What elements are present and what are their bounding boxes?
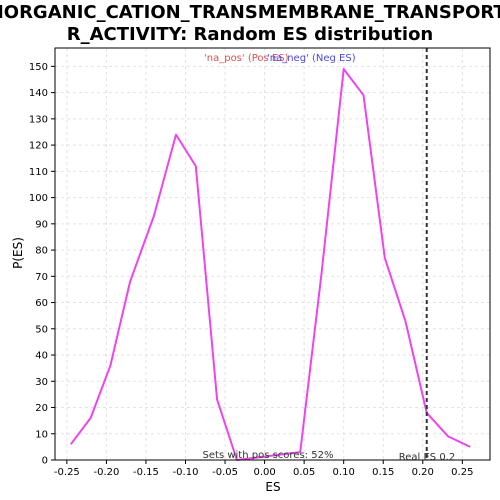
es-distribution-series-line	[70, 68, 471, 461]
plot-area	[54, 47, 491, 461]
y-tick-label: 100	[29, 193, 48, 204]
x-tick-label: -0.25	[54, 467, 80, 478]
x-tick-label: -0.20	[93, 467, 119, 478]
x-tick-label: 0.00	[253, 467, 275, 478]
y-tick-label: 50	[35, 324, 48, 335]
x-tick-label: -0.10	[173, 467, 199, 478]
pos-scores-footnote: Sets with pos scores: 52%	[203, 450, 334, 461]
legend-pos-es: 'na_pos' (Pos ES)	[204, 53, 289, 64]
y-tick-label: 0	[42, 456, 48, 467]
plot-border	[54, 47, 491, 461]
x-tick-label: 0.15	[372, 467, 394, 478]
y-tick-label: 60	[35, 298, 48, 309]
y-tick-label: 150	[29, 62, 48, 73]
x-tick-label: 0.05	[293, 467, 315, 478]
y-axis-label: P(ES)	[11, 237, 25, 269]
y-tick-label: 110	[29, 167, 48, 178]
x-tick-label: 0.20	[412, 467, 434, 478]
series-layer	[70, 68, 471, 461]
x-tick-label: -0.05	[212, 467, 238, 478]
y-tick-label: 80	[35, 246, 48, 257]
x-tick-label: 0.25	[451, 467, 473, 478]
legend-neg-es: 'na_neg' (Neg ES)	[267, 53, 356, 64]
plot-background	[55, 48, 490, 460]
x-tick-label: 0.10	[333, 467, 355, 478]
y-tick-label: 70	[35, 272, 48, 283]
y-tick-label: 90	[35, 219, 48, 230]
y-tick-label: 120	[29, 141, 48, 152]
x-axis-ticks: -0.25 -0.20 -0.15 -0.10 -0.05 0.00 0.05 0.10 0.1…	[54, 460, 473, 478]
x-tick-label: -0.15	[133, 467, 159, 478]
y-tick-label: 10	[35, 429, 48, 440]
y-tick-label: 20	[35, 403, 48, 414]
real-es-label: Real ES 0.2	[399, 452, 455, 463]
y-tick-label: 30	[35, 377, 48, 388]
chart-title-line2: R_ACTIVITY: Random ES distribution	[67, 24, 434, 45]
y-tick-label: 130	[29, 114, 48, 125]
y-tick-label: 40	[35, 351, 48, 362]
x-axis-label: ES	[265, 480, 280, 494]
chart-title-line1: INORGANIC_CATION_TRANSMEMBRANE_TRANSPORT…	[0, 2, 500, 23]
y-tick-label: 140	[29, 88, 48, 99]
y-axis-ticks: 0 10 20 30 40 50 60 70 80 90 100 110 120 130 140 150	[29, 62, 55, 467]
